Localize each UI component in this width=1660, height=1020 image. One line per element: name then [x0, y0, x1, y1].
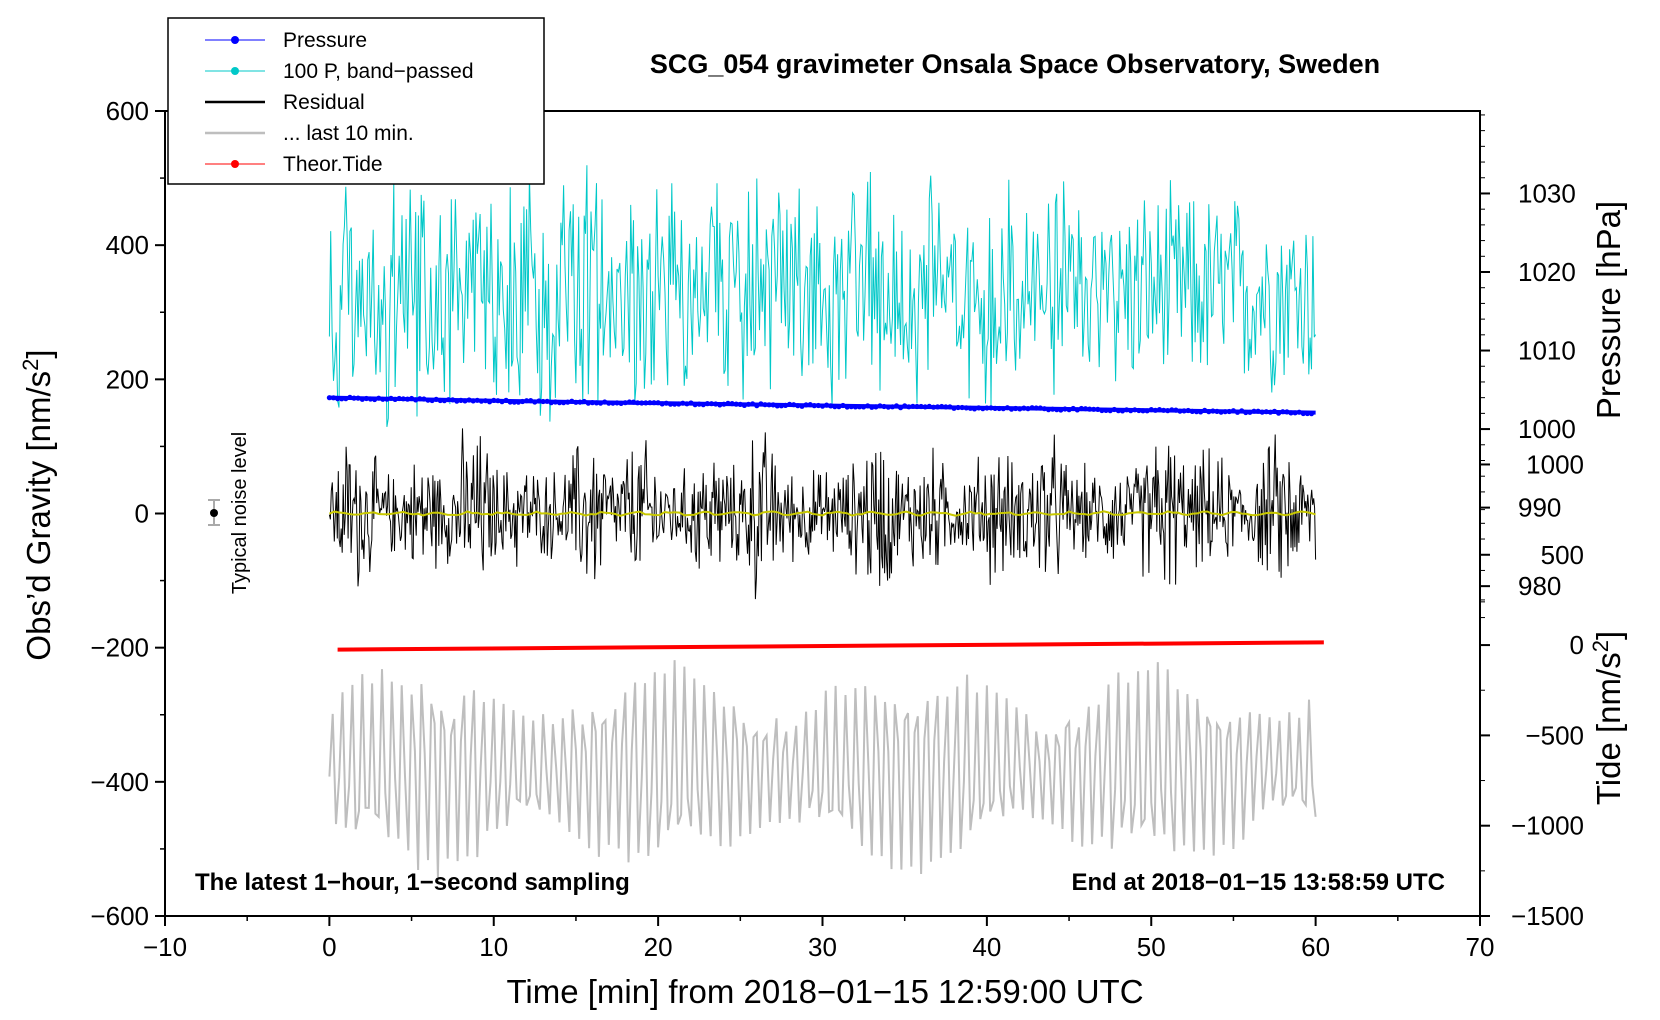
y-axis-title-tide: Tide [nm/s2]	[1588, 631, 1627, 805]
y-tick-label: 200	[106, 364, 149, 394]
y-tick-label: −400	[90, 767, 149, 797]
legend: Pressure 100 P, band−passed Residual ... la…	[167, 17, 545, 185]
tide-tick-label: 500	[1541, 540, 1584, 570]
x-tick-label: 10	[479, 932, 508, 962]
caption-right: End at 2018−01−15 13:58:59 UTC	[1071, 869, 1445, 896]
pressure-tick-label: 1000	[1518, 414, 1576, 444]
y-tick-label: 0	[135, 499, 149, 529]
x-tick-label: 50	[1137, 932, 1166, 962]
legend-marker	[231, 67, 239, 75]
y-tick-label: 600	[106, 96, 149, 126]
series-pressure	[326, 394, 1316, 417]
legend-marker	[231, 36, 239, 44]
series-residual	[328, 428, 1317, 600]
legend-label: 100 P, band−passed	[283, 60, 474, 83]
x-tick-label: 60	[1301, 932, 1330, 962]
pressure-line	[329, 395, 1316, 415]
tide-tick-label: 0	[1570, 630, 1584, 660]
x-tick-label: 70	[1466, 932, 1495, 962]
caption-left: The latest 1−hour, 1−second sampling	[195, 869, 630, 896]
y-axis-title-pressure: Pressure [hPa]	[1590, 201, 1627, 419]
x-tick-label: 30	[808, 932, 837, 962]
y-tick-label: 400	[106, 230, 149, 260]
legend-marker	[231, 160, 239, 168]
legend-label: Theor.Tide	[283, 153, 383, 176]
series-residual-smoothed	[329, 510, 1316, 517]
tide-tick-label: 1000	[1526, 449, 1584, 479]
axis-ticks: −10 0 10 20 30 40 50 60 70−600−400−2000200400600…	[90, 96, 1584, 962]
series-theoretical-tide	[337, 640, 1324, 652]
y-tick-label: −200	[90, 633, 149, 663]
tide-tick-label: −500	[1525, 720, 1584, 750]
pressure-tick-label: 1030	[1518, 178, 1576, 208]
x-tick-label: −10	[143, 932, 187, 962]
noise-indicator: Typical noise level	[208, 432, 251, 594]
series-band-passed-pressure	[328, 165, 1317, 427]
chart-title: SCG_054 gravimeter Onsala Space Observat…	[650, 49, 1380, 79]
legend-label: Residual	[283, 91, 365, 114]
noise-point	[210, 509, 218, 517]
series-last-10-min	[328, 660, 1317, 878]
tide-tick-label: −1500	[1511, 901, 1584, 931]
y-axis-title-left: Obs’d Gravity [nm/s2]	[18, 349, 57, 660]
x-tick-label: 0	[322, 932, 336, 962]
tide-tick-label: −1000	[1511, 811, 1584, 841]
pressure-tick-label: 1010	[1518, 336, 1576, 366]
pressure-tick-label: 1020	[1518, 257, 1576, 287]
noise-label: Typical noise level	[229, 432, 251, 594]
legend-label: Pressure	[283, 29, 367, 52]
pressure-tick-label: 990	[1518, 493, 1561, 523]
plot-series	[326, 165, 1324, 878]
y-tick-label: −600	[90, 901, 149, 931]
pressure-tick-label: 980	[1518, 571, 1561, 601]
x-axis-title: Time [min] from 2018−01−15 12:59:00 UTC	[506, 973, 1143, 1010]
x-tick-label: 40	[972, 932, 1001, 962]
legend-label: ... last 10 min.	[283, 122, 414, 145]
x-tick-label: 20	[644, 932, 673, 962]
